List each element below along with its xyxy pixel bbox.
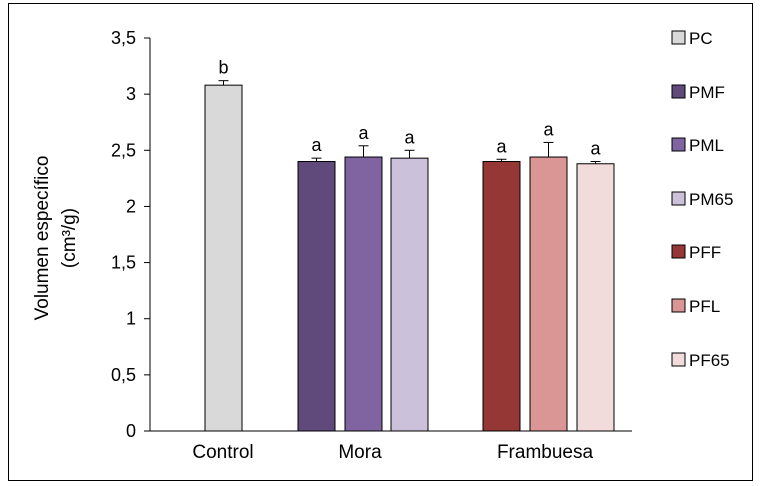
bars: b a a a a a a bbox=[204, 58, 615, 432]
legend-label: PFL bbox=[689, 297, 720, 316]
x-category-label: Control bbox=[192, 442, 253, 463]
significance-letter: a bbox=[311, 135, 322, 155]
legend-swatch bbox=[671, 352, 686, 367]
legend-swatch bbox=[671, 298, 686, 313]
y-tick-label: 2,5 bbox=[111, 140, 136, 160]
bar-pm65 bbox=[390, 157, 429, 432]
legend-swatch bbox=[671, 191, 686, 206]
y-ticks: 0 0,5 1 1,5 2 2,5 3 3,5 bbox=[111, 28, 150, 441]
significance-letter: a bbox=[543, 119, 554, 139]
significance-letter: b bbox=[218, 58, 228, 78]
significance-letter: a bbox=[496, 136, 507, 156]
y-tick-label: 0,5 bbox=[111, 365, 136, 385]
bar-pfl bbox=[529, 156, 568, 432]
significance-letter: a bbox=[404, 127, 415, 147]
bar-pc bbox=[204, 84, 243, 432]
legend-label: PF65 bbox=[689, 351, 730, 370]
y-tick-label: 1,5 bbox=[111, 253, 136, 273]
legend-swatch bbox=[671, 30, 686, 45]
bar-pml bbox=[344, 156, 383, 432]
x-category-labels: Control Mora Frambuesa bbox=[192, 442, 593, 463]
legend-swatch bbox=[671, 84, 686, 99]
bar-pf65 bbox=[576, 163, 615, 432]
y-tick-label: 0 bbox=[126, 421, 136, 441]
y-axis-label-line2: (cm³/g) bbox=[59, 208, 80, 268]
legend-label: PMF bbox=[689, 83, 725, 102]
y-tick-label: 2 bbox=[126, 196, 136, 216]
legend-label: PM65 bbox=[689, 190, 733, 209]
bar-pmf bbox=[297, 161, 336, 432]
legend-swatch bbox=[671, 137, 686, 152]
y-axis-label: Volumen específico (cm³/g) bbox=[32, 156, 80, 321]
significance-letter: a bbox=[590, 139, 601, 159]
x-category-label: Mora bbox=[338, 442, 382, 463]
legend: PC PMF PML PM65 PFF PFL PF65 bbox=[671, 29, 733, 370]
y-tick-label: 3,5 bbox=[111, 28, 136, 48]
x-category-label: Frambuesa bbox=[497, 442, 594, 463]
y-tick-label: 3 bbox=[126, 84, 136, 104]
legend-label: PFF bbox=[689, 243, 721, 262]
significance-letter: a bbox=[358, 123, 369, 143]
y-axis-label-line1: Volumen específico bbox=[32, 156, 53, 321]
y-tick-label: 1 bbox=[126, 309, 136, 329]
legend-swatch bbox=[671, 244, 686, 259]
legend-label: PML bbox=[689, 136, 724, 155]
bar-pff bbox=[482, 161, 521, 432]
legend-label: PC bbox=[689, 29, 713, 48]
